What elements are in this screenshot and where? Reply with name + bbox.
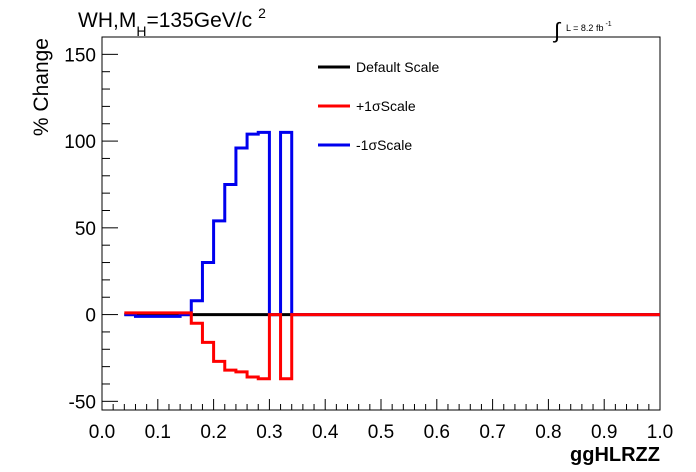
y-tick-label: 0	[85, 306, 96, 327]
x-tick-label: 1.0	[647, 422, 673, 443]
legend-label-minus1sigma: -1σScale	[356, 137, 412, 153]
title-superscript: 2	[258, 5, 266, 21]
x-tick-label: 0.5	[368, 422, 394, 443]
y-tick-label: 50	[75, 219, 96, 240]
x-tick-label: 0.9	[591, 422, 617, 443]
y-axis-title: % Change	[30, 38, 53, 136]
series-line-plus1sigma-scale	[124, 311, 660, 381]
x-tick-label: 0.0	[89, 422, 115, 443]
y-tick-label: 150	[64, 45, 96, 66]
legend: Default Scale +1σScale -1σScale	[318, 59, 439, 153]
x-axis: 0.0 0.1 0.2 0.3 0.4 0.5 0.6 0.7 0.8 0.9 1.0	[89, 399, 673, 443]
lumi-superscript: -1	[605, 21, 611, 28]
y-tick-label: -50	[69, 392, 96, 413]
title-main: WH,M	[78, 9, 136, 32]
y-tick-label: 100	[64, 132, 96, 153]
x-axis-title: ggHLRZZ	[570, 444, 660, 466]
chart-title: WH,MH=135GeV/c 2	[78, 5, 266, 39]
series-layer	[124, 130, 660, 381]
title-subscript: H	[136, 23, 146, 39]
legend-label-default: Default Scale	[356, 59, 439, 75]
x-tick-label: 0.1	[145, 422, 171, 443]
x-tick-label: 0.8	[535, 422, 561, 443]
x-tick-label: 0.4	[312, 422, 339, 443]
x-tick-label: 0.3	[256, 422, 282, 443]
lumi-label: L = 8.2 fb -1	[566, 21, 612, 33]
x-tick-label: 0.7	[479, 422, 505, 443]
title-rest: =135GeV/c	[146, 9, 252, 32]
lumi-text: L = 8.2 fb	[566, 23, 603, 33]
legend-label-plus1sigma: +1σScale	[356, 98, 416, 114]
x-tick-label: 0.2	[200, 422, 226, 443]
x-tick-label: 0.6	[424, 422, 450, 443]
integral-sign: ∫	[552, 18, 562, 43]
y-axis: -50 0 50 100 150	[64, 45, 118, 413]
